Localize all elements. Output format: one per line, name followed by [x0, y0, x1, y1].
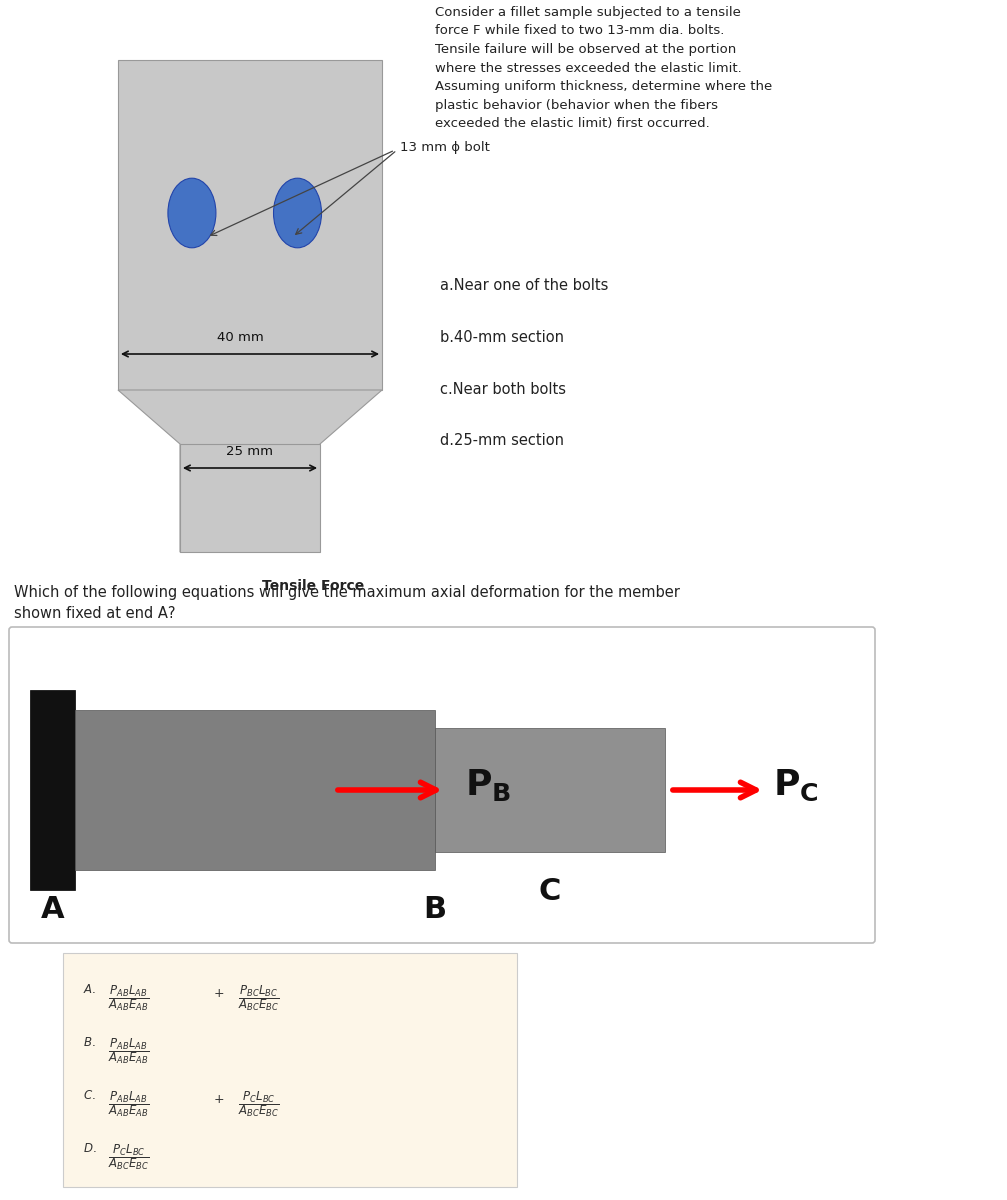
Text: $\mathbf{P_C}$: $\mathbf{P_C}$ [773, 767, 819, 803]
Text: $\dfrac{P_C L_{BC}}{A_{BC}E_{BC}}$: $\dfrac{P_C L_{BC}}{A_{BC}E_{BC}}$ [238, 1090, 280, 1118]
Text: C: C [539, 877, 561, 906]
Text: c.Near both bolts: c.Near both bolts [440, 382, 566, 396]
Bar [435, 728, 665, 852]
Text: 13 mm ϕ bolt: 13 mm ϕ bolt [400, 142, 489, 154]
Text: $+$: $+$ [213, 1093, 225, 1106]
Text: b.40-mm section: b.40-mm section [440, 330, 564, 346]
Text: $\dfrac{P_{AB}L_{AB}}{A_{AB}E_{AB}}$: $\dfrac{P_{AB}L_{AB}}{A_{AB}E_{AB}}$ [108, 983, 149, 1013]
Text: Consider a fillet sample subjected to a tensile
force F while fixed to two 13-mm: Consider a fillet sample subjected to a … [435, 6, 772, 130]
Text: $\mathit{D.}$: $\mathit{D.}$ [83, 1142, 97, 1154]
Text: 40 mm: 40 mm [217, 331, 264, 344]
Text: A: A [40, 895, 64, 924]
Text: $+$: $+$ [213, 986, 225, 1000]
Text: $\mathit{A.}$: $\mathit{A.}$ [83, 983, 96, 996]
Text: $\mathit{B.}$: $\mathit{B.}$ [83, 1036, 96, 1049]
Bar [118, 60, 382, 390]
Text: $\mathbf{P_B}$: $\mathbf{P_B}$ [465, 767, 512, 803]
Text: Tensile Force: Tensile Force [262, 578, 365, 593]
Text: B: B [423, 895, 446, 924]
Text: $\dfrac{P_{BC}L_{BC}}{A_{BC}E_{BC}}$: $\dfrac{P_{BC}L_{BC}}{A_{BC}E_{BC}}$ [238, 983, 280, 1013]
Text: $\mathit{C.}$: $\mathit{C.}$ [83, 1090, 96, 1102]
Polygon shape [118, 390, 382, 552]
Bar [30, 690, 75, 890]
Text: $\dfrac{P_C L_{BC}}{A_{BC}E_{BC}}$: $\dfrac{P_C L_{BC}}{A_{BC}E_{BC}}$ [108, 1142, 150, 1172]
Text: a.Near one of the bolts: a.Near one of the bolts [440, 278, 608, 294]
Text: 25 mm: 25 mm [227, 445, 274, 458]
FancyBboxPatch shape [9, 626, 875, 943]
FancyBboxPatch shape [63, 953, 517, 1187]
Ellipse shape [168, 178, 215, 247]
Text: Which of the following equations will give the maximum axial deformation for the: Which of the following equations will gi… [14, 584, 680, 622]
Text: d.25-mm section: d.25-mm section [440, 433, 564, 448]
Text: $\dfrac{P_{AB}L_{AB}}{A_{AB}E_{AB}}$: $\dfrac{P_{AB}L_{AB}}{A_{AB}E_{AB}}$ [108, 1036, 149, 1066]
Bar [75, 710, 435, 870]
Ellipse shape [274, 178, 321, 247]
Bar [180, 444, 320, 552]
Text: $\dfrac{P_{AB}L_{AB}}{A_{AB}E_{AB}}$: $\dfrac{P_{AB}L_{AB}}{A_{AB}E_{AB}}$ [108, 1090, 149, 1118]
